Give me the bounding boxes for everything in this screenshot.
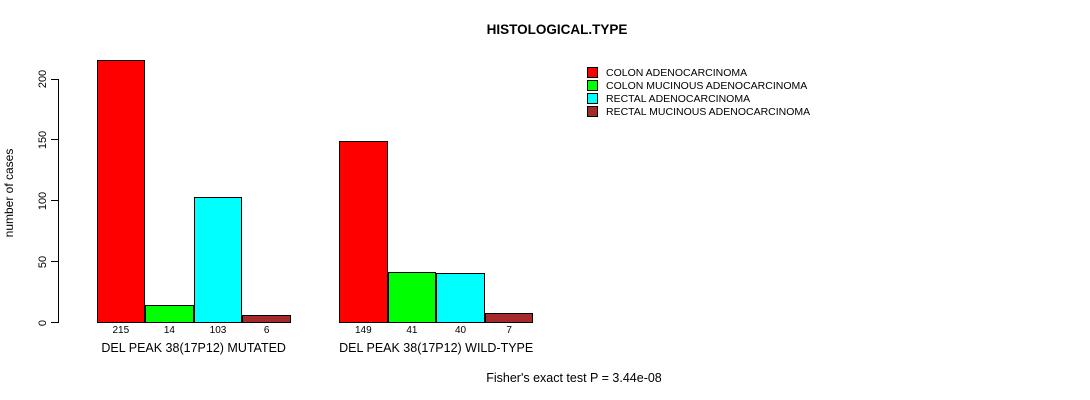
bar-value-label: 103 [209,325,227,336]
y-tick-label: 50 [37,255,49,268]
bar-value-label: 7 [506,325,512,336]
y-axis-label: number of cases [2,148,16,238]
group-label: DEL PEAK 38(17P12) MUTATED [101,341,286,355]
bar-colon-mucinous-adenocarcinoma [387,272,437,323]
y-tick [51,78,58,80]
bar-rectal-mucinous-adenocarcinoma [242,314,291,323]
legend-item: RECTAL MUCINOUS ADENOCARCINOMA [587,105,810,118]
bar-colon-adenocarcinoma [96,60,146,323]
legend-color-swatch [587,106,598,117]
legend-label: RECTAL ADENOCARCINOMA [606,92,751,105]
y-tick-label: 150 [37,130,49,150]
y-tick [51,322,58,323]
y-tick-label: 0 [37,319,49,326]
legend-item: RECTAL ADENOCARCINOMA [587,92,750,105]
y-tick [51,139,58,141]
bar-value-label: 215 [112,325,130,336]
legend-item: COLON ADENOCARCINOMA [587,66,747,79]
bar-colon-mucinous-adenocarcinoma [145,304,194,323]
legend-color-swatch [587,67,598,78]
bar-value-label: 6 [263,325,270,336]
bar-rectal-mucinous-adenocarcinoma [484,313,534,323]
fisher-test-annotation: Fisher's exact test P = 3.44e-08 [486,371,662,385]
group-label: DEL PEAK 38(17P12) WILD-TYPE [339,341,534,355]
bar-value-label: 14 [163,325,175,336]
y-tick-label: 100 [37,191,49,210]
bar-colon-adenocarcinoma [339,140,388,323]
bar-rectal-adenocarcinoma [436,273,485,323]
y-tick [51,200,58,202]
y-tick-label: 200 [37,69,49,89]
bar-value-label: 40 [454,325,467,336]
y-tick [51,261,58,263]
legend-label: RECTAL MUCINOUS ADENOCARCINOMA [606,105,811,118]
bar-value-label: 41 [406,325,418,336]
bar-value-label: 149 [354,325,372,336]
legend-label: COLON ADENOCARCINOMA [606,66,748,79]
legend-label: COLON MUCINOUS ADENOCARCINOMA [606,79,808,92]
bar-rectal-adenocarcinoma [193,196,243,323]
y-axis-line [58,78,59,323]
legend-color-swatch [587,93,598,104]
legend-item: COLON MUCINOUS ADENOCARCINOMA [587,79,807,92]
chart-title: HISTOLOGICAL.TYPE [486,22,628,37]
legend-color-swatch [587,80,598,91]
